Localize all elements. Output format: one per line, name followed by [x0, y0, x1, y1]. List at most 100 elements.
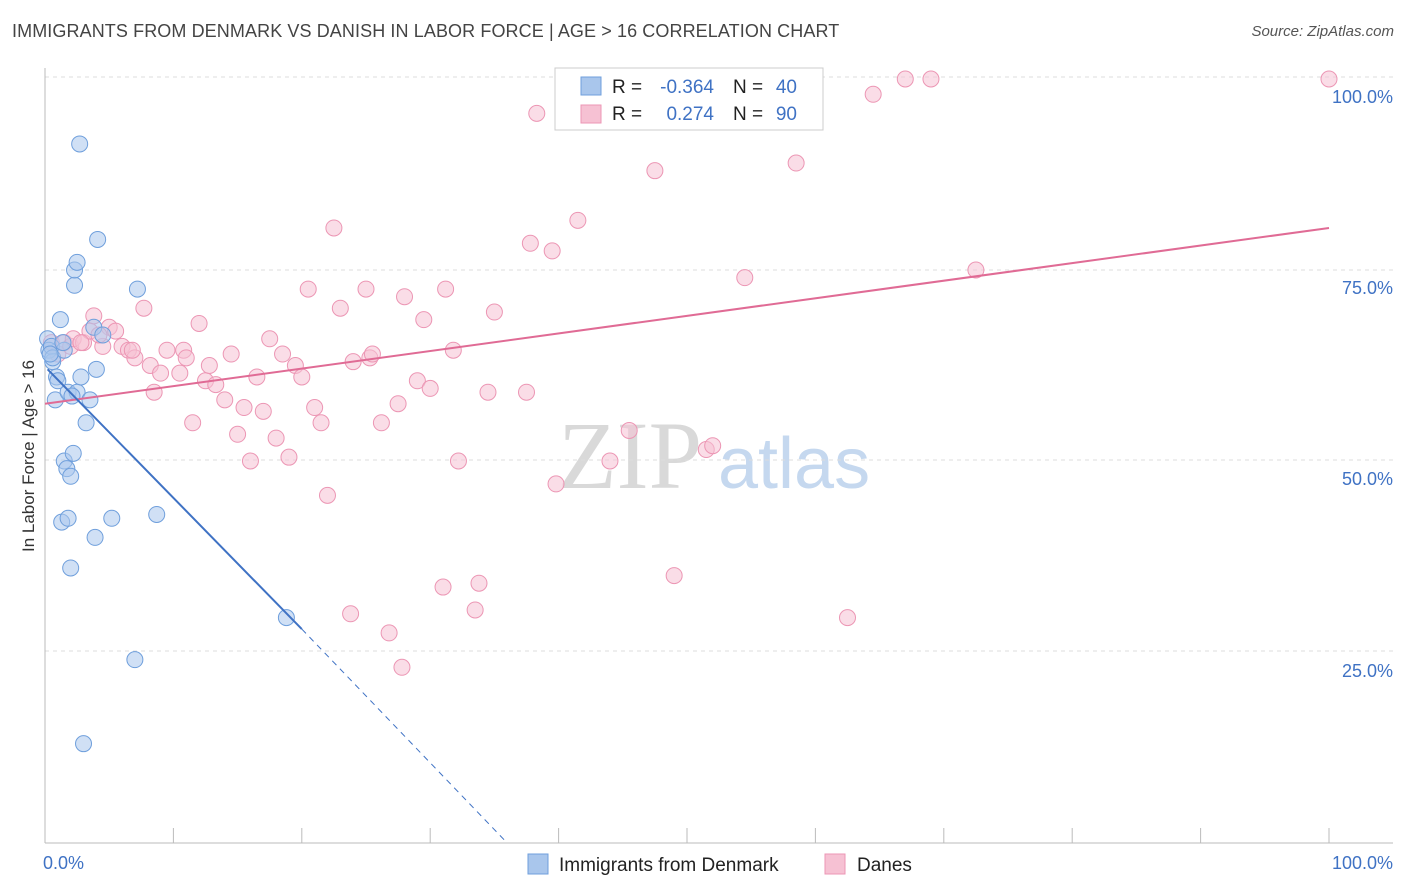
point-denmark-32 [103, 509, 121, 527]
point-danes-68 [521, 234, 539, 252]
point-danes-34 [261, 330, 279, 348]
point-danes-84 [922, 70, 940, 88]
point-danes-51 [372, 414, 390, 432]
point-denmark-30 [89, 230, 107, 248]
point-danes-57 [415, 311, 433, 329]
point-danes-32 [248, 368, 266, 386]
point-denmark-33 [126, 651, 144, 669]
point-danes-18 [158, 341, 176, 359]
chart-title: IMMIGRANTS FROM DENMARK VS DANISH IN LAB… [12, 21, 840, 41]
point-danes-81 [839, 609, 856, 627]
point-danes-69 [528, 104, 546, 122]
point-danes-30 [235, 399, 253, 417]
point-danes-62 [449, 452, 467, 470]
point-danes-70 [543, 242, 561, 260]
point-danes-87 [72, 334, 90, 352]
point-danes-80 [787, 154, 805, 172]
point-danes-75 [646, 162, 664, 180]
point-denmark-38 [54, 334, 72, 352]
point-danes-27 [216, 391, 234, 409]
point-danes-48 [357, 280, 375, 298]
legend-r-label-blue: R = [612, 77, 642, 98]
legend-n-value-pink: 90 [776, 104, 797, 125]
point-denmark-13 [59, 509, 77, 527]
point-danes-67 [518, 383, 535, 401]
point-danes-39 [293, 368, 311, 386]
legend-r-label-pink: R = [612, 104, 642, 125]
point-danes-22 [184, 414, 202, 432]
series-legend-label-pink: Danes [857, 855, 912, 876]
point-danes-36 [274, 345, 292, 363]
trend-line-denmark [46, 368, 303, 630]
point-danes-83 [896, 70, 914, 88]
source-credit: Source: ZipAtlas.com [1251, 23, 1394, 40]
point-denmark-16 [62, 467, 80, 485]
point-danes-58 [421, 379, 439, 397]
legend-r-value-blue: -0.364 [660, 77, 714, 98]
point-denmark-18 [66, 276, 84, 294]
y-axis-label: In Labor Force | Age > 16 [19, 360, 38, 552]
point-danes-25 [200, 357, 218, 374]
point-danes-14 [135, 299, 153, 317]
point-denmark-35 [148, 505, 166, 523]
point-denmark-15 [62, 559, 80, 577]
point-danes-44 [325, 219, 343, 237]
point-denmark-31 [94, 326, 112, 344]
point-denmark-25 [77, 414, 95, 432]
stats-legend: R = -0.364 N = 40 R = 0.274 N = 90 [554, 67, 824, 131]
point-danes-55 [396, 288, 414, 306]
point-danes-66 [485, 303, 503, 321]
legend-swatch-pink [580, 104, 602, 124]
point-denmark-22 [71, 135, 89, 153]
series-immigrants-from-denmark [39, 135, 295, 753]
point-danes-74 [620, 421, 638, 439]
point-danes-31 [241, 452, 259, 470]
point-danes-89 [123, 341, 141, 359]
series-legend-label-blue: Immigrants from Denmark [559, 855, 779, 876]
point-danes-35 [267, 429, 285, 447]
point-danes-73 [601, 452, 619, 470]
legend-n-value-blue: 40 [776, 77, 797, 98]
point-danes-56 [408, 372, 426, 390]
x-tick-label-100: 100.0% [1332, 853, 1393, 873]
point-danes-60 [437, 280, 455, 298]
point-danes-79 [736, 269, 754, 287]
trend-line-denmark-extension [301, 628, 508, 844]
point-danes-78 [704, 437, 722, 455]
point-denmark-37 [41, 345, 59, 363]
point-denmark-17 [64, 444, 82, 462]
watermark-atlas: atlas [718, 424, 870, 504]
point-danes-86 [1320, 70, 1338, 88]
point-danes-65 [479, 383, 497, 401]
gridlines [45, 76, 1393, 652]
y-tick-label-25: 25.0% [1342, 661, 1393, 681]
y-tick-label-75: 75.0% [1342, 278, 1393, 298]
point-danes-85 [967, 261, 985, 279]
legend-r-value-pink: 0.274 [666, 104, 714, 125]
point-danes-43 [318, 486, 336, 504]
point-denmark-29 [87, 360, 105, 378]
point-danes-33 [254, 402, 272, 420]
legend-n-label-blue: N = [733, 77, 763, 98]
point-danes-40 [299, 280, 317, 298]
point-danes-46 [342, 605, 360, 623]
point-danes-52 [380, 624, 398, 642]
point-danes-37 [280, 448, 298, 466]
point-danes-45 [331, 299, 349, 317]
point-danes-29 [229, 425, 247, 443]
point-denmark-20 [68, 253, 86, 271]
y-tick-label-100: 100.0% [1332, 87, 1393, 107]
point-danes-71 [547, 475, 565, 493]
x-ticks [44, 828, 1330, 843]
y-tick-label-50: 50.0% [1342, 469, 1393, 489]
point-danes-23 [190, 314, 208, 332]
point-danes-54 [393, 658, 411, 676]
point-danes-42 [312, 414, 330, 432]
point-danes-16 [145, 383, 163, 401]
point-danes-21 [177, 349, 195, 367]
watermark: ZIP atlas [558, 402, 870, 509]
point-danes-61 [444, 341, 462, 359]
point-denmark-24 [75, 735, 93, 753]
point-denmark-28 [86, 528, 104, 546]
